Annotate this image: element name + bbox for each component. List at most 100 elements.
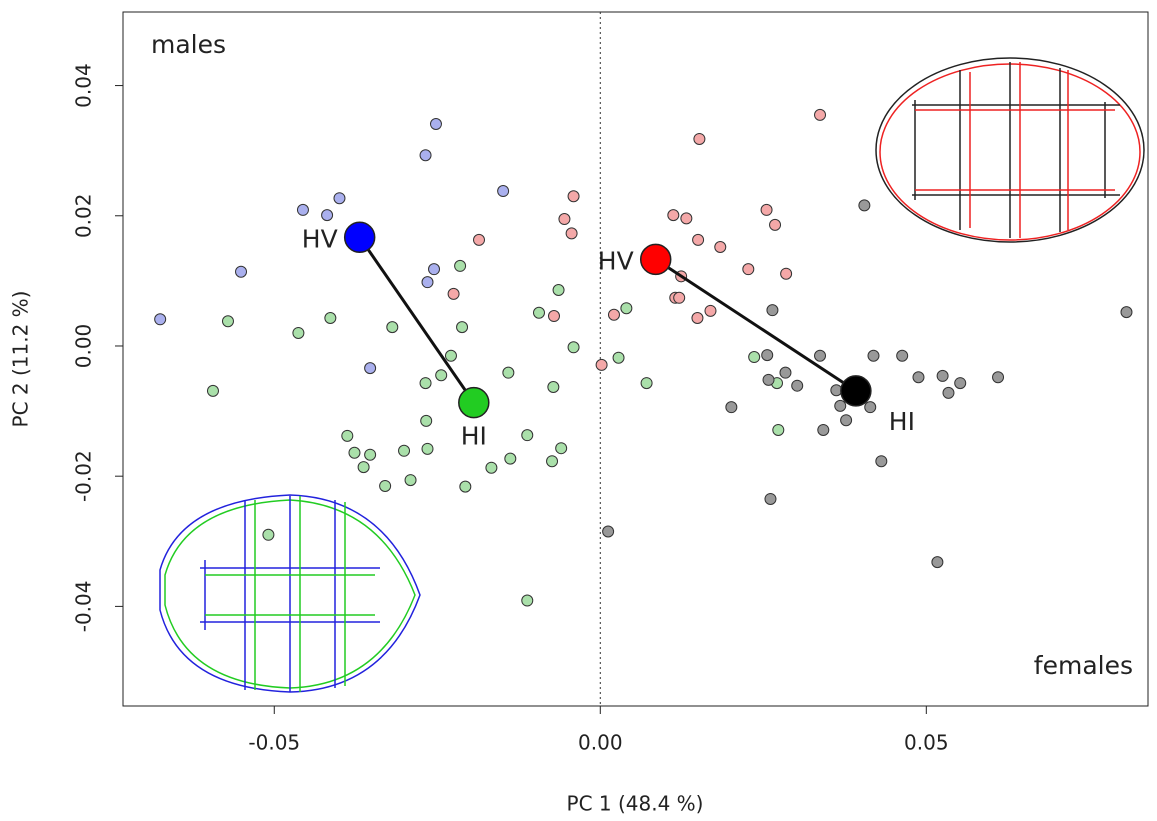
y-tick-label: 0.04 — [72, 63, 96, 108]
point — [780, 267, 793, 280]
x-tick-label: -0.05 — [248, 731, 300, 755]
shape-male — [159, 494, 421, 693]
point — [428, 263, 441, 276]
point — [419, 377, 432, 390]
point — [292, 326, 305, 339]
point — [459, 480, 472, 493]
point — [602, 525, 615, 538]
point — [567, 190, 580, 203]
point — [421, 276, 434, 289]
annotation: females — [1034, 651, 1133, 680]
point — [673, 291, 686, 304]
point — [761, 349, 774, 362]
point — [333, 192, 346, 205]
point — [456, 321, 469, 334]
point — [546, 455, 559, 468]
point — [497, 185, 510, 198]
point — [912, 371, 925, 384]
point — [555, 442, 568, 455]
point — [691, 311, 704, 324]
point — [640, 377, 653, 390]
point — [324, 311, 337, 324]
point — [931, 556, 944, 569]
point — [421, 442, 434, 455]
mean-point — [639, 243, 672, 276]
point — [779, 366, 792, 379]
x-tick-label: 0.00 — [578, 731, 623, 755]
point — [262, 528, 275, 541]
point — [834, 399, 847, 412]
point — [942, 386, 955, 399]
point — [607, 308, 620, 321]
point — [936, 369, 949, 382]
mean-point — [343, 221, 376, 254]
point — [791, 379, 804, 392]
mean-label: HI — [461, 422, 487, 451]
point — [772, 423, 785, 436]
plot-frame — [122, 11, 1149, 707]
y-tick-label: -0.04 — [72, 581, 96, 633]
point — [766, 304, 779, 317]
point — [552, 283, 565, 296]
point — [454, 259, 467, 272]
point — [341, 429, 354, 442]
point — [357, 461, 370, 474]
point — [667, 209, 680, 222]
point — [547, 380, 560, 393]
point — [379, 479, 392, 492]
point — [420, 414, 433, 427]
shape-female — [875, 57, 1145, 243]
point — [473, 233, 486, 246]
x-axis-title: PC 1 (48.4 %) — [567, 792, 704, 816]
point — [748, 351, 761, 364]
point — [612, 351, 625, 364]
mean-label: HV — [302, 224, 338, 253]
mean-label: HI — [889, 407, 915, 436]
mean-point — [458, 386, 490, 419]
point — [565, 227, 578, 240]
point — [693, 132, 706, 145]
point — [760, 203, 773, 216]
point — [504, 452, 517, 465]
point — [864, 401, 877, 414]
point — [814, 108, 827, 121]
y-tick-label: -0.02 — [72, 450, 96, 502]
point — [404, 474, 417, 487]
point — [429, 117, 442, 130]
y-tick-label: 0.02 — [72, 194, 96, 239]
point — [386, 321, 399, 334]
mean-link — [654, 258, 857, 393]
point — [547, 310, 560, 323]
point — [364, 448, 377, 461]
point — [296, 203, 309, 216]
mean-link — [358, 236, 476, 404]
point — [595, 358, 608, 371]
x-tick-label: 0.05 — [904, 731, 949, 755]
point — [692, 233, 705, 246]
y-axis-title: PC 2 (11.2 %) — [9, 291, 33, 428]
point — [521, 429, 534, 442]
point — [567, 341, 580, 354]
y-tick-label: 0.00 — [72, 324, 96, 369]
point — [992, 371, 1005, 384]
point — [364, 362, 377, 375]
point — [521, 594, 534, 607]
point — [235, 265, 248, 278]
point — [532, 306, 545, 319]
point — [954, 377, 967, 390]
point — [896, 349, 909, 362]
mean-label: HV — [598, 246, 634, 275]
mean-point — [840, 375, 872, 407]
point — [419, 149, 432, 162]
point — [858, 199, 871, 212]
point — [867, 349, 880, 362]
point — [485, 461, 498, 474]
point — [680, 212, 693, 225]
point — [1120, 306, 1133, 319]
point — [704, 304, 717, 317]
point — [435, 369, 448, 382]
point — [206, 384, 219, 397]
point — [769, 218, 782, 231]
point — [762, 373, 775, 386]
